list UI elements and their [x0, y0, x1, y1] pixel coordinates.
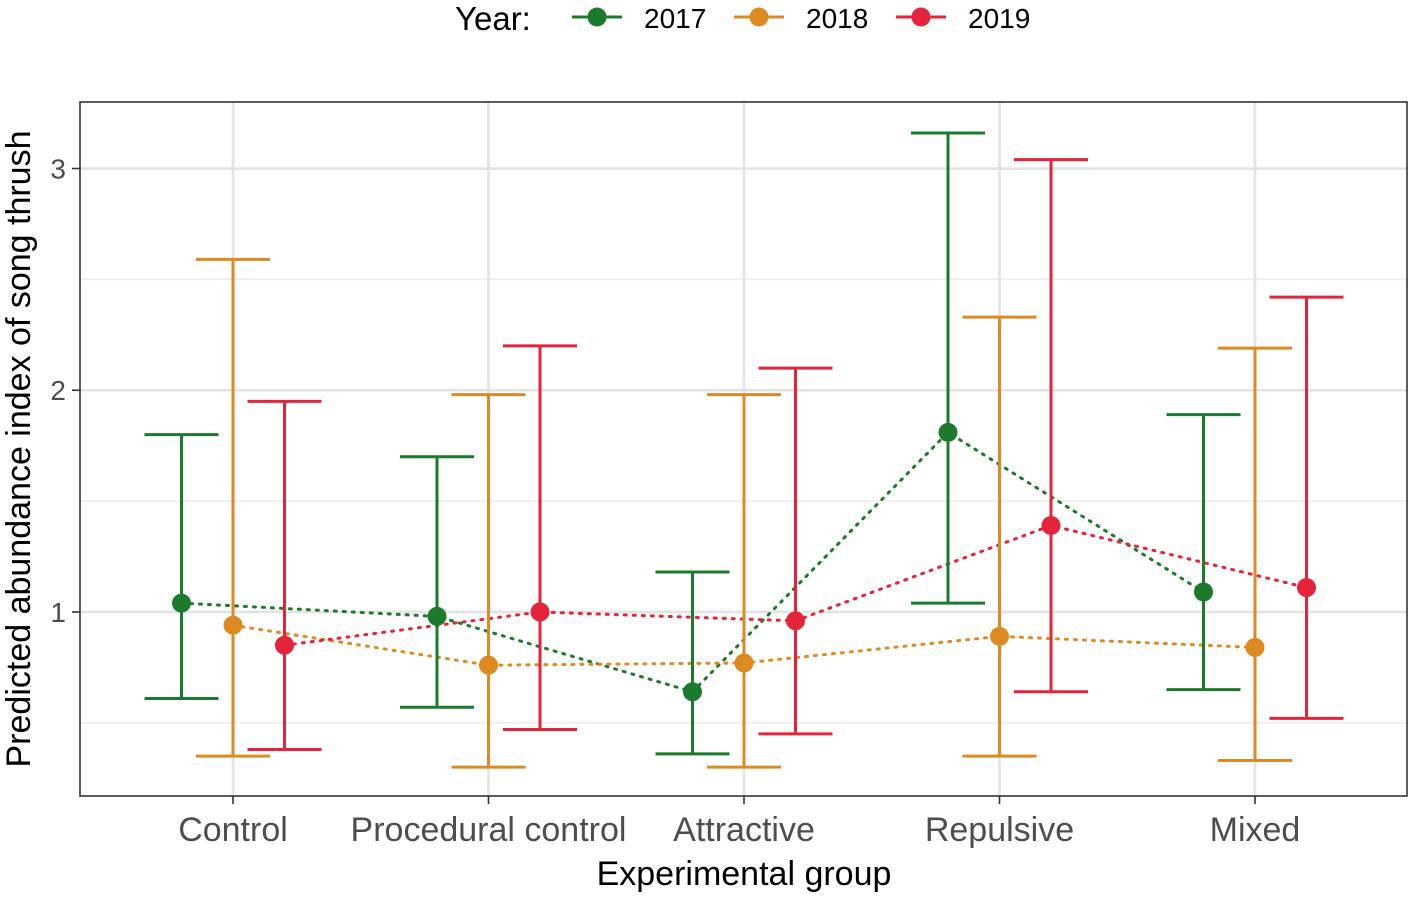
data-point: [786, 611, 805, 631]
data-point: [479, 655, 498, 675]
legend-key-point: [911, 7, 931, 27]
legend-label: 2017: [644, 3, 706, 34]
y-axis-title: Predicted abundance index of song thrush: [0, 130, 38, 767]
legend-label: 2019: [968, 3, 1030, 34]
data-point: [1041, 515, 1061, 535]
marks: [144, 131, 1344, 769]
data-point: [734, 653, 754, 673]
y-tick-label: 1: [50, 597, 66, 628]
data-point: [1297, 578, 1316, 598]
data-point: [683, 682, 702, 702]
x-tick-label: Repulsive: [925, 811, 1074, 849]
legend-title: Year:: [455, 0, 531, 37]
legend-key-point: [749, 7, 769, 27]
x-tick-label: Mixed: [1210, 811, 1301, 849]
data-point: [223, 615, 243, 635]
points: [172, 422, 1316, 702]
error-bars: [144, 131, 1344, 769]
data-point: [275, 635, 294, 655]
x-tick-label: Procedural control: [351, 811, 627, 849]
legend-label: 2018: [806, 3, 868, 34]
data-point: [172, 593, 191, 613]
y-tick-label: 3: [50, 154, 66, 185]
x-axis-title: Experimental group: [597, 855, 892, 893]
data-point: [530, 602, 550, 622]
data-point: [1245, 637, 1265, 657]
data-point: [1194, 582, 1213, 602]
data-point: [938, 422, 958, 442]
legend-key-point: [587, 7, 607, 27]
data-point: [990, 626, 1009, 646]
data-point: [427, 606, 447, 626]
x-tick-label: Control: [178, 811, 288, 849]
y-tick-label: 2: [50, 375, 66, 406]
x-tick-label: Attractive: [673, 811, 815, 849]
legend: Year: 2017 2018 2019: [455, 0, 1030, 37]
axes: 1 2 3 Control Procedural control Attractive Re…: [50, 154, 1300, 849]
